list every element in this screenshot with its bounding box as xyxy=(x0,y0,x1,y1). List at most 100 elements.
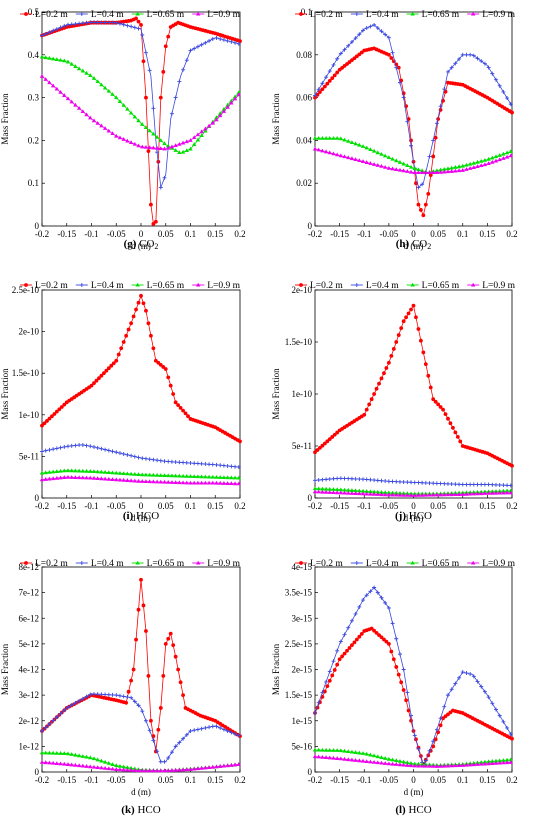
data-point xyxy=(475,762,480,766)
data-point xyxy=(54,57,60,62)
data-point xyxy=(195,132,201,137)
data-point xyxy=(218,764,223,768)
data-point xyxy=(58,711,63,716)
data-point xyxy=(58,57,63,62)
data-point xyxy=(214,474,219,479)
data-point xyxy=(427,481,432,486)
data-point xyxy=(117,135,123,140)
data-point xyxy=(236,762,241,766)
data-point xyxy=(58,475,63,480)
data-point xyxy=(479,158,484,163)
legend-marker xyxy=(24,12,28,16)
data-point xyxy=(464,491,469,496)
data-point xyxy=(117,21,122,26)
data-point xyxy=(229,762,234,767)
data-point xyxy=(47,476,52,481)
data-point xyxy=(408,761,414,765)
data-point xyxy=(173,143,178,148)
data-point xyxy=(431,763,436,768)
data-point xyxy=(353,491,358,495)
data-point xyxy=(233,732,238,737)
data-point xyxy=(460,670,465,675)
data-point xyxy=(325,81,330,86)
data-point xyxy=(199,726,204,731)
data-point xyxy=(54,715,59,720)
data-point xyxy=(443,412,448,417)
data-point xyxy=(95,469,100,474)
data-point xyxy=(312,146,318,151)
data-point xyxy=(375,590,380,595)
series-line xyxy=(314,586,513,769)
series-l-0-9-m xyxy=(39,73,241,151)
legend-item: L=0.4 m xyxy=(350,559,399,569)
data-point xyxy=(43,760,48,765)
legend-item: L=0.9 m xyxy=(467,281,516,291)
data-point xyxy=(412,170,417,174)
data-point xyxy=(181,693,185,698)
data-point xyxy=(467,762,473,767)
data-point xyxy=(184,58,189,63)
data-point xyxy=(414,315,418,320)
data-point xyxy=(449,65,454,70)
data-point xyxy=(180,480,186,485)
data-point xyxy=(353,611,358,616)
data-point xyxy=(353,758,358,762)
x-tick-label: 0.15 xyxy=(207,229,223,239)
data-point xyxy=(180,149,186,154)
data-point xyxy=(360,758,366,763)
data-point xyxy=(43,55,48,60)
data-point xyxy=(360,751,366,755)
data-point xyxy=(386,492,392,497)
data-point xyxy=(184,460,189,465)
data-point xyxy=(158,768,163,773)
data-point xyxy=(136,455,141,460)
data-point xyxy=(475,482,480,487)
data-point xyxy=(323,489,329,494)
data-point xyxy=(334,487,340,492)
data-point xyxy=(359,631,364,636)
data-point xyxy=(423,480,428,485)
legend: L=0.2 m L=0.4 m L=0.65 m L=0.9 m xyxy=(20,281,241,291)
legend-item: L=0.9 m xyxy=(192,10,241,20)
legend-marker xyxy=(299,283,303,287)
x-tick-label: 0.15 xyxy=(207,775,223,785)
data-point xyxy=(173,400,178,405)
data-point xyxy=(102,759,108,764)
data-point xyxy=(431,170,436,174)
data-point xyxy=(65,96,71,101)
data-point xyxy=(510,736,514,741)
data-point xyxy=(382,492,388,497)
data-point xyxy=(479,491,484,496)
y-tick-label: 0.3 xyxy=(28,93,40,103)
data-point xyxy=(408,164,414,169)
data-point xyxy=(154,768,160,773)
data-point xyxy=(318,445,322,450)
data-point xyxy=(140,144,145,149)
data-point xyxy=(103,447,108,452)
data-point xyxy=(397,492,403,497)
data-point xyxy=(195,44,200,49)
data-point xyxy=(427,170,432,174)
data-point xyxy=(375,489,380,494)
data-point xyxy=(59,405,64,409)
data-point xyxy=(431,481,436,486)
data-point xyxy=(76,468,82,473)
data-point xyxy=(383,479,388,484)
data-point xyxy=(117,99,123,103)
data-point xyxy=(80,109,86,114)
data-point xyxy=(214,462,219,467)
data-point xyxy=(162,479,167,484)
data-point xyxy=(349,618,354,623)
data-point xyxy=(125,106,130,111)
data-point xyxy=(80,442,85,447)
data-point xyxy=(114,133,119,138)
data-point xyxy=(102,469,108,474)
data-point xyxy=(76,753,82,758)
data-point xyxy=(210,724,215,729)
data-point xyxy=(147,128,152,133)
data-point xyxy=(199,480,204,485)
data-point xyxy=(43,477,48,481)
data-point xyxy=(331,135,336,140)
data-point xyxy=(158,146,163,151)
data-point xyxy=(377,633,381,637)
